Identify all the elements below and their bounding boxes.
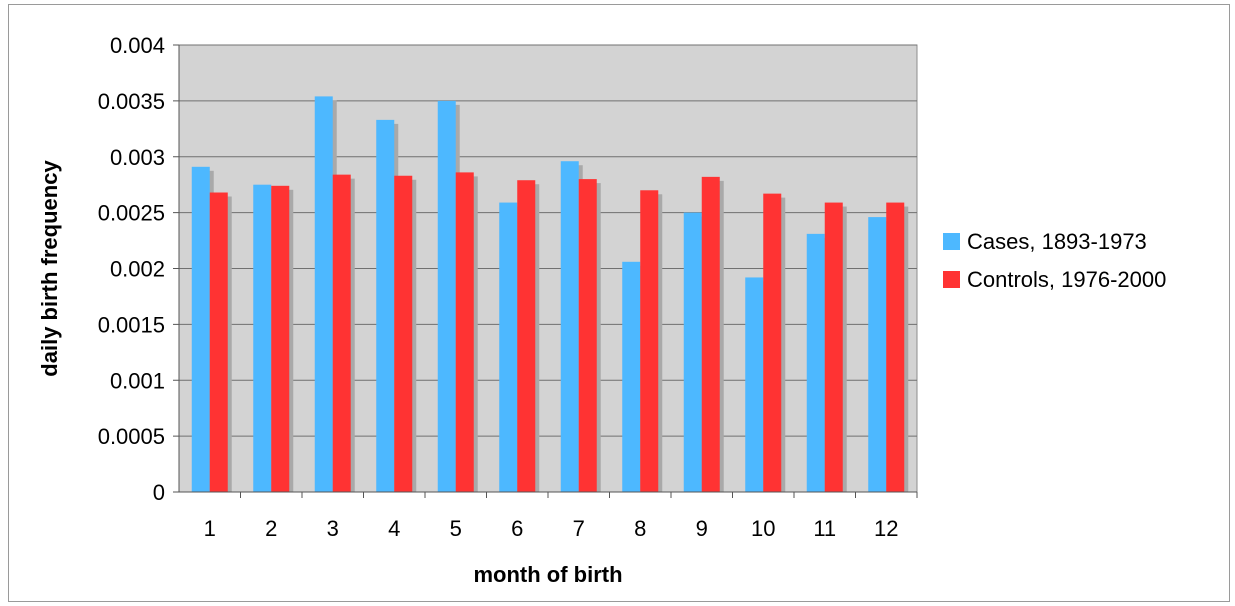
y-axis-title: daily birth frequency (37, 160, 62, 377)
bar-controls (640, 190, 659, 492)
chart-frame: 0 0.0005 0.001 0.0015 0.002 0.0025 0.003 0.0035… (8, 4, 1230, 602)
bar-cases (622, 261, 641, 492)
y-tick-label: 0.004 (110, 33, 165, 58)
bar-controls (394, 175, 413, 492)
x-tick-label: 7 (573, 516, 585, 541)
x-tick-label: 9 (696, 516, 708, 541)
bar-cases (683, 212, 702, 492)
bar-cases (376, 119, 395, 492)
y-tick-label: 0 (153, 480, 165, 505)
axes (173, 44, 918, 498)
bar-cases (314, 96, 333, 492)
bar-controls (271, 185, 290, 492)
bar-controls (578, 179, 597, 492)
gridlines (179, 44, 917, 437)
x-tick-label: 11 (813, 516, 836, 541)
y-tick-label: 0.003 (110, 145, 165, 170)
x-tick-label: 8 (634, 516, 646, 541)
bar-cases (868, 217, 887, 492)
x-tick-labels: 1 2 3 4 5 6 7 8 9 10 11 12 (204, 516, 899, 541)
y-tick-label: 0.001 (110, 368, 165, 393)
legend: Cases, 1893-1973 Controls, 1976-2000 (943, 229, 1166, 292)
x-tick-label: 12 (874, 516, 898, 541)
bar-controls (209, 192, 228, 492)
bars (191, 96, 905, 493)
bar-cases (806, 233, 825, 493)
y-tick-label: 0.0015 (98, 312, 165, 337)
bar-cases (437, 100, 456, 492)
y-tick-labels: 0 0.0005 0.001 0.0015 0.002 0.0025 0.003 0.0035… (98, 33, 165, 505)
legend-label: Controls, 1976-2000 (967, 267, 1166, 292)
bar-controls (701, 176, 720, 493)
x-tick-label: 3 (327, 516, 339, 541)
bar-cases (745, 277, 764, 492)
legend-label: Cases, 1893-1973 (967, 229, 1147, 254)
y-tick-label: 0.0035 (98, 89, 165, 114)
y-tick-label: 0.0025 (98, 201, 165, 226)
bar-controls (886, 202, 905, 492)
bar-controls (824, 202, 843, 492)
bar-controls (332, 174, 351, 492)
x-axis-title: month of birth (473, 562, 622, 587)
y-tick-label: 0.0005 (98, 424, 165, 449)
x-tick-label: 5 (450, 516, 462, 541)
bar-cases (191, 166, 210, 492)
x-tick-label: 10 (751, 516, 775, 541)
y-tick-label: 0.002 (110, 257, 165, 282)
bar-cases (253, 184, 272, 492)
bar-chart: 0 0.0005 0.001 0.0015 0.002 0.0025 0.003 0.0035… (37, 33, 1166, 587)
x-tick-label: 6 (511, 516, 523, 541)
bar-controls (517, 180, 536, 492)
x-tick-label: 4 (388, 516, 400, 541)
bar-controls (763, 193, 782, 492)
x-tick-label: 2 (265, 516, 277, 541)
bar-controls (455, 172, 474, 492)
bar-cases (499, 202, 518, 492)
bar-cases (560, 161, 579, 492)
legend-swatch (943, 271, 960, 288)
x-tick-label: 1 (204, 516, 216, 541)
legend-swatch (943, 233, 960, 250)
